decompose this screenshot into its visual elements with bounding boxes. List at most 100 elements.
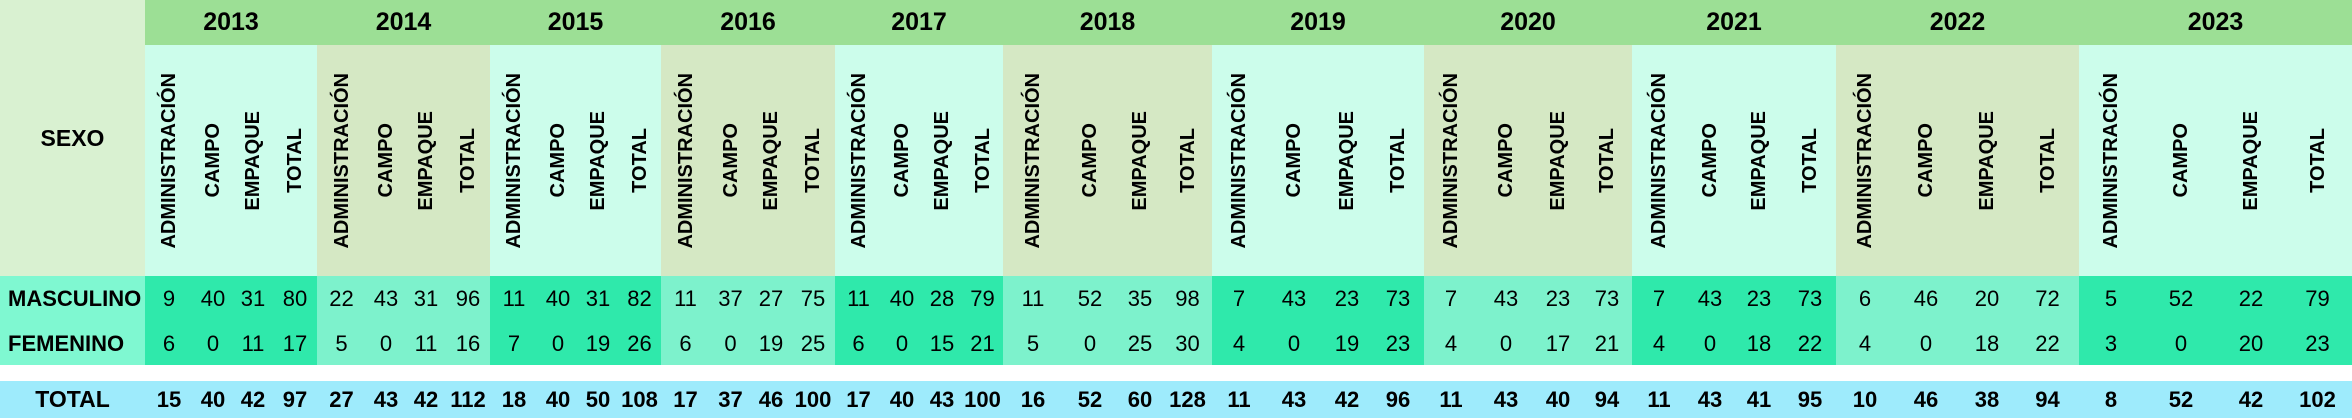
cell-masculino-2023-administracion[interactable]: 5 — [2079, 276, 2143, 322]
cell-femenino-2023-empaque[interactable]: 20 — [2219, 322, 2283, 365]
cell-femenino-2013-empaque[interactable]: 11 — [233, 322, 273, 365]
col-header-2014-empaque[interactable]: EMPAQUE — [406, 45, 446, 276]
col-header-2018-empaque[interactable]: EMPAQUE — [1117, 45, 1163, 276]
row-label-masculino[interactable]: MASCULINO — [0, 276, 145, 322]
cell-masculino-2014-campo[interactable]: 43 — [366, 276, 406, 322]
cell-masculino-2016-administracion[interactable]: 11 — [661, 276, 710, 322]
cell-femenino-2014-campo[interactable]: 0 — [366, 322, 406, 365]
cell-femenino-2014-total[interactable]: 16 — [446, 322, 490, 365]
col-header-2016-campo[interactable]: CAMPO — [710, 45, 751, 276]
cell-femenino-2019-campo[interactable]: 0 — [1266, 322, 1322, 365]
year-header-2022[interactable]: 2022 — [1836, 0, 2079, 45]
col-header-2019-campo[interactable]: CAMPO — [1266, 45, 1322, 276]
cell-femenino-2022-administracion[interactable]: 4 — [1836, 322, 1894, 365]
cell-total-2018-campo[interactable]: 52 — [1063, 381, 1117, 418]
cell-total-2017-empaque[interactable]: 43 — [922, 381, 962, 418]
cell-total-2015-total[interactable]: 108 — [618, 381, 661, 418]
col-header-2023-empaque[interactable]: EMPAQUE — [2219, 45, 2283, 276]
cell-femenino-2015-total[interactable]: 26 — [618, 322, 661, 365]
col-header-2021-campo[interactable]: CAMPO — [1686, 45, 1734, 276]
cell-total-2018-empaque[interactable]: 60 — [1117, 381, 1163, 418]
cell-total-2015-empaque[interactable]: 50 — [578, 381, 618, 418]
cell-femenino-2017-administracion[interactable]: 6 — [835, 322, 882, 365]
cell-femenino-2020-empaque[interactable]: 17 — [1534, 322, 1582, 365]
cell-masculino-2015-campo[interactable]: 40 — [538, 276, 578, 322]
cell-masculino-2019-empaque[interactable]: 23 — [1322, 276, 1372, 322]
col-header-2013-administracion[interactable]: ADMINISTRACIÓN — [145, 45, 193, 276]
cell-masculino-2023-campo[interactable]: 52 — [2143, 276, 2219, 322]
col-header-2023-campo[interactable]: CAMPO — [2143, 45, 2219, 276]
col-header-2017-empaque[interactable]: EMPAQUE — [922, 45, 962, 276]
year-header-2017[interactable]: 2017 — [835, 0, 1003, 45]
cell-femenino-2021-total[interactable]: 22 — [1784, 322, 1836, 365]
col-header-2020-administracion[interactable]: ADMINISTRACIÓN — [1424, 45, 1478, 276]
cell-masculino-2020-administracion[interactable]: 7 — [1424, 276, 1478, 322]
col-header-2020-campo[interactable]: CAMPO — [1478, 45, 1534, 276]
cell-masculino-2022-administracion[interactable]: 6 — [1836, 276, 1894, 322]
year-header-2016[interactable]: 2016 — [661, 0, 835, 45]
cell-masculino-2021-empaque[interactable]: 23 — [1734, 276, 1784, 322]
cell-masculino-2018-administracion[interactable]: 11 — [1003, 276, 1063, 322]
col-header-2015-administracion[interactable]: ADMINISTRACIÓN — [490, 45, 538, 276]
cell-femenino-2020-campo[interactable]: 0 — [1478, 322, 1534, 365]
cell-masculino-2013-campo[interactable]: 40 — [193, 276, 233, 322]
cell-total-2021-total[interactable]: 95 — [1784, 381, 1836, 418]
col-header-2016-administracion[interactable]: ADMINISTRACIÓN — [661, 45, 710, 276]
cell-masculino-2013-empaque[interactable]: 31 — [233, 276, 273, 322]
cell-total-2013-empaque[interactable]: 42 — [233, 381, 273, 418]
cell-total-2015-administracion[interactable]: 18 — [490, 381, 538, 418]
cell-femenino-2017-empaque[interactable]: 15 — [922, 322, 962, 365]
cell-total-2023-administracion[interactable]: 8 — [2079, 381, 2143, 418]
cell-total-2014-administracion[interactable]: 27 — [317, 381, 366, 418]
cell-femenino-2013-total[interactable]: 17 — [273, 322, 317, 365]
cell-total-2016-campo[interactable]: 37 — [710, 381, 751, 418]
col-header-2018-campo[interactable]: CAMPO — [1063, 45, 1117, 276]
year-header-2014[interactable]: 2014 — [317, 0, 490, 45]
year-header-2021[interactable]: 2021 — [1632, 0, 1836, 45]
cell-total-2023-empaque[interactable]: 42 — [2219, 381, 2283, 418]
cell-masculino-2014-empaque[interactable]: 31 — [406, 276, 446, 322]
cell-total-2019-campo[interactable]: 43 — [1266, 381, 1322, 418]
col-header-2021-administracion[interactable]: ADMINISTRACIÓN — [1632, 45, 1686, 276]
cell-femenino-2017-total[interactable]: 21 — [962, 322, 1003, 365]
cell-masculino-2022-total[interactable]: 72 — [2016, 276, 2079, 322]
cell-femenino-2023-total[interactable]: 23 — [2283, 322, 2352, 365]
col-header-2022-campo[interactable]: CAMPO — [1894, 45, 1958, 276]
cell-total-2023-campo[interactable]: 52 — [2143, 381, 2219, 418]
cell-masculino-2018-total[interactable]: 98 — [1163, 276, 1212, 322]
cell-masculino-2021-administracion[interactable]: 7 — [1632, 276, 1686, 322]
col-header-2020-total[interactable]: TOTAL — [1582, 45, 1632, 276]
col-header-2013-total[interactable]: TOTAL — [273, 45, 317, 276]
cell-femenino-2019-total[interactable]: 23 — [1372, 322, 1424, 365]
col-header-2016-empaque[interactable]: EMPAQUE — [751, 45, 791, 276]
cell-masculino-2014-administracion[interactable]: 22 — [317, 276, 366, 322]
cell-total-2017-administracion[interactable]: 17 — [835, 381, 882, 418]
col-header-2019-empaque[interactable]: EMPAQUE — [1322, 45, 1372, 276]
cell-masculino-2022-empaque[interactable]: 20 — [1958, 276, 2016, 322]
cell-masculino-2023-empaque[interactable]: 22 — [2219, 276, 2283, 322]
cell-total-2019-total[interactable]: 96 — [1372, 381, 1424, 418]
cell-masculino-2017-total[interactable]: 79 — [962, 276, 1003, 322]
year-header-2019[interactable]: 2019 — [1212, 0, 1424, 45]
cell-total-2019-empaque[interactable]: 42 — [1322, 381, 1372, 418]
cell-total-2018-administracion[interactable]: 16 — [1003, 381, 1063, 418]
cell-total-2018-total[interactable]: 128 — [1163, 381, 1212, 418]
cell-femenino-2019-administracion[interactable]: 4 — [1212, 322, 1266, 365]
cell-masculino-2018-campo[interactable]: 52 — [1063, 276, 1117, 322]
cell-total-2021-empaque[interactable]: 41 — [1734, 381, 1784, 418]
cell-total-2020-administracion[interactable]: 11 — [1424, 381, 1478, 418]
cell-femenino-2015-administracion[interactable]: 7 — [490, 322, 538, 365]
cell-femenino-2022-empaque[interactable]: 18 — [1958, 322, 2016, 365]
cell-femenino-2017-campo[interactable]: 0 — [882, 322, 922, 365]
cell-total-2016-administracion[interactable]: 17 — [661, 381, 710, 418]
cell-masculino-2013-total[interactable]: 80 — [273, 276, 317, 322]
col-header-2022-total[interactable]: TOTAL — [2016, 45, 2079, 276]
col-header-2020-empaque[interactable]: EMPAQUE — [1534, 45, 1582, 276]
cell-masculino-2021-total[interactable]: 73 — [1784, 276, 1836, 322]
cell-total-2013-total[interactable]: 97 — [273, 381, 317, 418]
col-header-2019-total[interactable]: TOTAL — [1372, 45, 1424, 276]
cell-femenino-2022-total[interactable]: 22 — [2016, 322, 2079, 365]
year-header-2015[interactable]: 2015 — [490, 0, 661, 45]
cell-masculino-2013-administracion[interactable]: 9 — [145, 276, 193, 322]
cell-femenino-2023-administracion[interactable]: 3 — [2079, 322, 2143, 365]
